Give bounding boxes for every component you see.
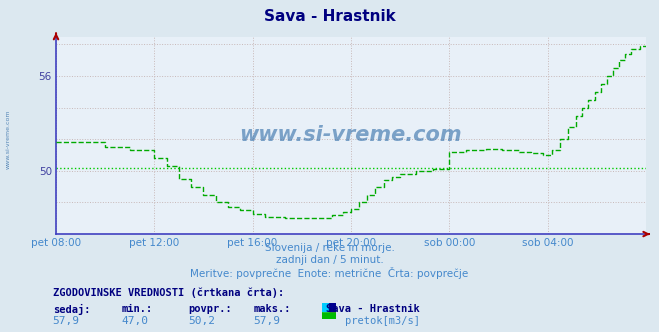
Text: sedaj:: sedaj: (53, 304, 90, 315)
Text: www.si-vreme.com: www.si-vreme.com (5, 110, 11, 169)
Polygon shape (329, 303, 336, 311)
Text: 47,0: 47,0 (122, 316, 149, 326)
Text: 57,9: 57,9 (53, 316, 80, 326)
Polygon shape (322, 303, 336, 311)
Polygon shape (322, 303, 329, 311)
Text: www.si-vreme.com: www.si-vreme.com (240, 125, 462, 145)
Text: povpr.:: povpr.: (188, 304, 231, 314)
Text: ZGODOVINSKE VREDNOSTI (črtkana črta):: ZGODOVINSKE VREDNOSTI (črtkana črta): (53, 287, 284, 298)
Polygon shape (322, 303, 336, 319)
Text: maks.:: maks.: (254, 304, 291, 314)
Text: Meritve: povprečne  Enote: metrične  Črta: povprečje: Meritve: povprečne Enote: metrične Črta:… (190, 267, 469, 279)
Text: 57,9: 57,9 (254, 316, 281, 326)
Text: Sava - Hrastnik: Sava - Hrastnik (264, 9, 395, 24)
Text: Slovenija / reke in morje.: Slovenija / reke in morje. (264, 243, 395, 253)
Text: min.:: min.: (122, 304, 153, 314)
Text: zadnji dan / 5 minut.: zadnji dan / 5 minut. (275, 255, 384, 265)
Text: Sava - Hrastnik: Sava - Hrastnik (326, 304, 420, 314)
Text: pretok[m3/s]: pretok[m3/s] (345, 316, 420, 326)
Text: 50,2: 50,2 (188, 316, 215, 326)
